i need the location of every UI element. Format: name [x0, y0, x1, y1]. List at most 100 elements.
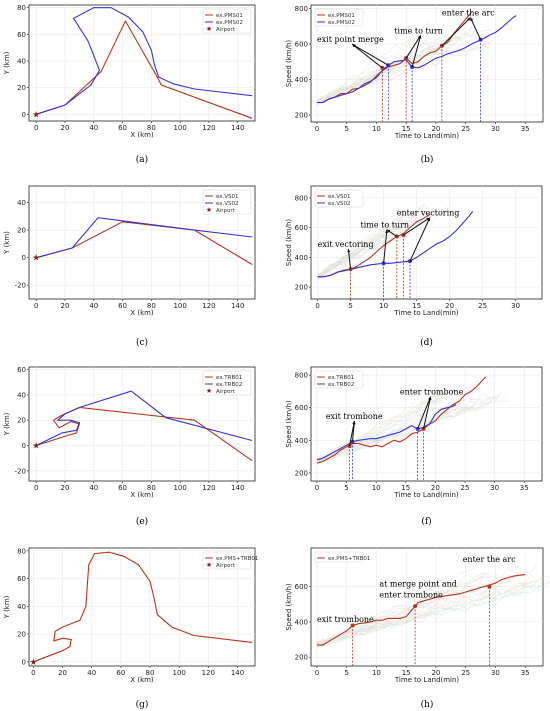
x-tick-label: 40 [89, 302, 98, 310]
annotation-arrow [423, 396, 432, 429]
x-tick-label: 0 [315, 125, 319, 133]
x-tick-label: 5 [348, 302, 352, 310]
event-marker [487, 584, 492, 589]
bundle-line [316, 392, 442, 462]
x-tick-label: 120 [202, 669, 215, 677]
legend-box [202, 370, 252, 396]
x-tick-label: 100 [173, 302, 186, 310]
x-tick-label: 10 [372, 669, 381, 677]
bundle-line [317, 211, 424, 276]
y-tick-label: 400 [295, 618, 308, 626]
legend-box [202, 8, 252, 34]
x-axis-label: Time to Land(min) [393, 491, 459, 499]
legend: ex.PMS+TRB01 ★ Airport [202, 551, 258, 570]
x-tick-label: 5 [344, 484, 348, 492]
y-axis-label: Y (km) [3, 412, 11, 436]
annotation-label: time to turn [394, 26, 443, 35]
series-ex.PMS02 [36, 7, 253, 115]
legend-label: ex.TRB01 [216, 375, 242, 381]
legend-label: ex.TRB02 [216, 382, 242, 388]
x-tick-label: 15 [402, 669, 411, 677]
bundle-line [317, 219, 411, 276]
x-tick-label: 0 [31, 669, 35, 677]
annotation-arrowhead [385, 229, 389, 233]
panel-caption: (h) [421, 699, 434, 710]
annotation-arrowhead [470, 17, 474, 22]
y-tick-label: 20 [17, 227, 26, 235]
legend-label: ex.PMS+TRB01 [328, 556, 370, 562]
y-tick-label: 600 [295, 404, 308, 412]
bundle-line [317, 212, 417, 276]
panel-caption: (b) [421, 154, 434, 165]
bundle-line [316, 580, 538, 646]
annotation-arrowhead [428, 396, 432, 401]
bundle-line [317, 213, 404, 277]
annotation-arrowhead [467, 17, 471, 21]
series-ex.TRB01 [36, 406, 253, 462]
y-tick-label: 0 [22, 254, 26, 262]
bundle-line [316, 571, 520, 649]
annotation-label: enter the arc [442, 9, 495, 18]
y-axis-label: Speed (km/h) [285, 400, 293, 448]
x-tick-label: 60 [118, 302, 127, 310]
x-tick-label: 15 [401, 484, 410, 492]
bundle-line [317, 220, 404, 276]
x-axis-label: Time to Land(min) [393, 309, 459, 317]
x-tick-label: 20 [431, 125, 440, 133]
bundle-line [316, 398, 495, 464]
annotation-arrow [351, 43, 383, 69]
legend-label: ex.PMS01 [328, 13, 355, 19]
y-tick-label: 200 [295, 654, 308, 662]
legend-label: Airport [216, 208, 236, 214]
y-tick-label: 600 [295, 41, 308, 49]
event-marker [413, 604, 418, 609]
series-ex.TRB02 [316, 404, 457, 461]
x-tick-label: 120 [202, 484, 215, 492]
legend-box [314, 551, 364, 563]
legend-airport-icon: ★ [206, 25, 212, 33]
annotation-label: enter trombone [379, 590, 443, 599]
x-axis-label: X (km) [130, 491, 154, 499]
x-axis-label: X (km) [130, 131, 154, 139]
bundle-line [316, 566, 520, 648]
x-tick-label: 60 [116, 669, 125, 677]
bundle-line [316, 575, 544, 646]
bundle-line [316, 575, 549, 646]
series-ex.PMS+TRB01 [33, 551, 253, 663]
series-ex.TRB02 [35, 390, 253, 446]
x-tick-label: 30 [491, 669, 500, 677]
bundle-line [316, 576, 526, 644]
bundle-line [317, 206, 424, 278]
annotation-arrow [409, 217, 431, 262]
x-tick-label: 15 [402, 125, 411, 133]
bundle-line [317, 204, 430, 280]
legend-label: Airport [216, 27, 236, 33]
panel-caption: (f) [421, 516, 431, 527]
legend: ex.PMS+TRB01 [314, 551, 370, 563]
annotation-arrow [403, 217, 431, 236]
y-tick-label: -20 [15, 467, 26, 475]
x-tick-label: 60 [118, 484, 127, 492]
x-tick-label: 35 [521, 669, 530, 677]
panel-c: ★ 0 20 40 60 80 100 120 140 -20 0 20 40 X (km) Y (km) e… [3, 185, 256, 348]
panel-caption: (c) [136, 337, 148, 348]
bundle-line [316, 394, 507, 462]
x-tick-label: 20 [58, 669, 67, 677]
legend-label: ex.VS02 [216, 201, 239, 207]
bundle-line [316, 572, 490, 644]
bundle-line [316, 574, 544, 648]
x-tick-label: 5 [344, 669, 348, 677]
annotation-label: enter vectoring [397, 209, 460, 218]
bundle-line [316, 42, 490, 102]
y-tick-label: -20 [15, 282, 26, 290]
y-tick-label: 80 [17, 547, 26, 555]
bundle-line [316, 27, 437, 103]
bundle-line [317, 220, 411, 276]
x-axis-label: Time to Land(min) [394, 676, 460, 684]
bundle-line [316, 38, 460, 103]
bundle-line [316, 572, 490, 647]
x-tick-label: 30 [491, 125, 500, 133]
bundle-line [316, 36, 496, 106]
